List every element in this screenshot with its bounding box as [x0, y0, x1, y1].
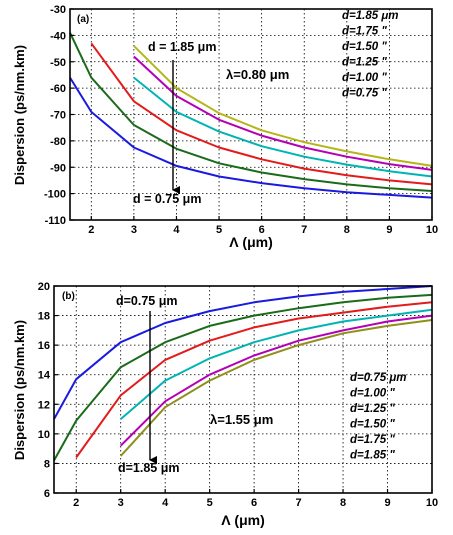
panel-label: (a): [77, 14, 89, 25]
wavelength-label: λ=1.55 μm: [210, 412, 273, 427]
x-tick-label: 3: [131, 224, 137, 236]
x-tick-label: 4: [173, 224, 180, 236]
legend-entry: d=1.00 ": [342, 72, 387, 84]
series-group: [69, 32, 433, 199]
chart-panel-a: 2 3 4 5 6 7 8 9 10 -110 -100 -90 -80 -70 -60 -50 -40 -30 D…: [12, 4, 438, 250]
x-axis-label: Λ (μm): [229, 234, 273, 250]
y-tick-label: 8: [44, 458, 50, 470]
y-tick-label: -70: [50, 110, 66, 122]
series-line-3: [75, 301, 433, 459]
chart-panel-b: 2 3 4 5 6 7 8 9 10 6 8 10 12 14 16 18 20 Dispersion (ps/n…: [12, 281, 438, 528]
x-axis-label: Λ (μm): [221, 512, 265, 528]
y-tick-label: -30: [50, 4, 66, 16]
plot-frame: [53, 285, 433, 494]
legend-entry: d=1.50 ": [350, 419, 395, 431]
x-tick-label: 8: [340, 497, 346, 509]
series-line-5: [119, 314, 433, 447]
x-tick-label: 2: [73, 497, 79, 509]
arrow-start-label: d=0.75 μm: [116, 294, 178, 308]
x-tick-label: 10: [426, 497, 438, 509]
series-line-2: [53, 293, 433, 461]
legend-entry: d=1.00 ": [350, 388, 395, 400]
y-tick-label: -100: [44, 189, 66, 201]
legend: d=0.75 μm d=1.00 " d=1.25 " d=1.50 " d=1.75 …: [350, 372, 406, 462]
x-tick-label: 9: [386, 224, 392, 236]
legend-entry: d=1.85 ": [350, 450, 395, 462]
x-tick-label: 2: [88, 224, 94, 236]
x-tick-label: 4: [162, 497, 169, 509]
legend: d=1.85 μm d=1.75 " d=1.50 " d=1.25 " d=1.00 …: [342, 10, 398, 100]
y-tick-label: -50: [50, 57, 66, 69]
y-axis-label: Dispersion (ps/nm.km): [12, 45, 27, 185]
legend-entry: d=1.85 μm: [342, 10, 398, 22]
x-tick-label: 8: [344, 224, 350, 236]
series-line-1: [133, 45, 433, 167]
x-tick-label: 6: [259, 224, 265, 236]
series-line-1: [53, 285, 433, 420]
series-line-6: [69, 77, 433, 199]
series-line-4: [120, 308, 433, 420]
x-tick-label: 9: [384, 497, 390, 509]
y-tick-label: 20: [38, 281, 50, 293]
y-tick-label: 18: [38, 311, 50, 323]
y-tick-label: 10: [38, 429, 50, 441]
legend-entry: d=1.50 ": [342, 41, 387, 53]
x-tick-label: 7: [296, 497, 302, 509]
series-line-3: [133, 76, 433, 178]
arrow-start-label: d = 1.85 μm: [148, 40, 216, 54]
legend-entry: d=1.25 ": [342, 57, 387, 69]
series-line-6: [119, 319, 433, 457]
series-group: [53, 285, 433, 461]
x-tick-label: 3: [118, 497, 124, 509]
arrow-end-label: d = 0.75 μm: [133, 192, 201, 206]
y-tick-label: -80: [50, 136, 66, 148]
y-tick-label: -40: [50, 30, 66, 42]
legend-entry: d=1.25 ": [350, 403, 395, 415]
y-tick-label: 6: [44, 488, 50, 500]
y-tick-label: -90: [50, 162, 66, 174]
legend-entry: d=0.75 μm: [350, 372, 406, 384]
x-tick-label: 5: [207, 497, 213, 509]
y-tick-label: 12: [38, 399, 50, 411]
x-tick-label: 6: [251, 497, 257, 509]
tick-labels: 2 3 4 5 6 7 8 9 10 6 8 10 12 14 16 18 20: [38, 281, 438, 509]
wavelength-label: λ=0.80 μm: [226, 67, 289, 82]
legend-entry: d=1.75 ": [350, 434, 395, 446]
y-tick-label: -60: [50, 83, 66, 95]
legend-entry: d=1.75 ": [342, 26, 387, 38]
y-tick-label: -110: [45, 215, 66, 227]
y-axis-label: Dispersion (ps/nm.km): [12, 320, 27, 460]
x-tick-label: 7: [301, 224, 307, 236]
series-line-2: [133, 55, 433, 171]
x-tick-label: 5: [216, 224, 222, 236]
arrow-end-label: d=1.85 μm: [118, 461, 180, 475]
panel-label: (b): [62, 291, 75, 302]
tick-labels: 2 3 4 5 6 7 8 9 10 -110 -100 -90 -80 -70 -60 -50 -40 -30: [44, 4, 438, 236]
series-line-4: [90, 42, 433, 186]
y-tick-label: 16: [38, 340, 50, 352]
y-tick-label: 14: [38, 370, 51, 382]
x-tick-label: 10: [426, 224, 438, 236]
legend-entry: d=0.75 ": [342, 88, 387, 100]
series-line-5: [69, 32, 433, 192]
